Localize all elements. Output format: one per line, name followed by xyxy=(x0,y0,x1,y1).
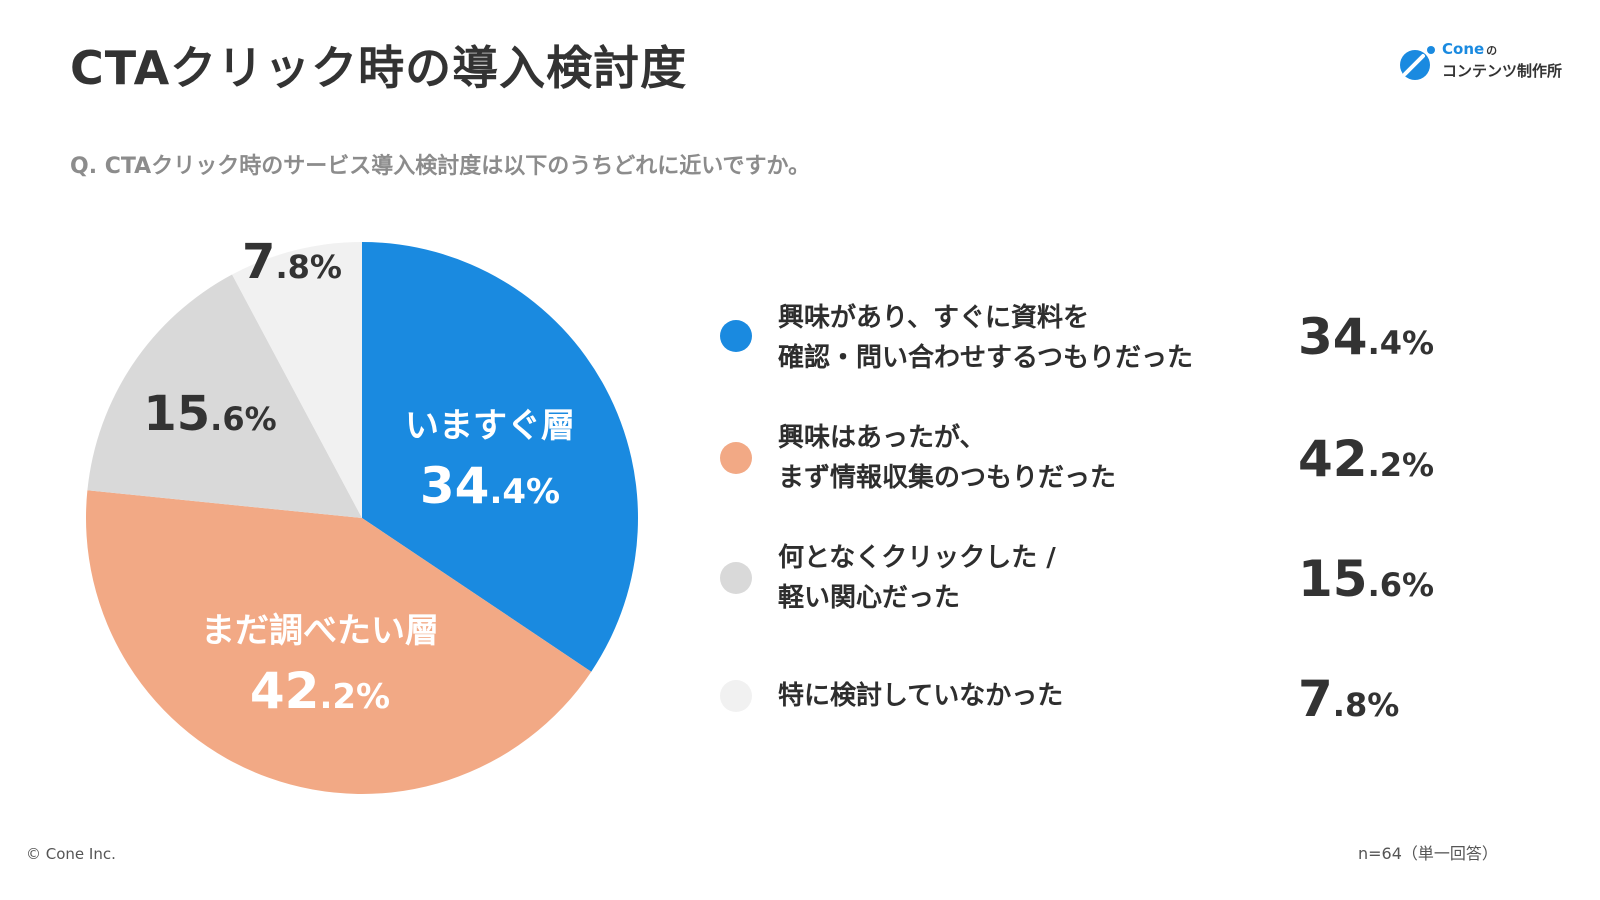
page-title: CTAクリック時の導入検討度 xyxy=(70,41,688,95)
legend-value-int: 7 xyxy=(1298,670,1333,728)
slice-value-label: 15.6% xyxy=(143,386,276,442)
legend-value: 34.4% xyxy=(1298,308,1434,366)
legend-value-unit: % xyxy=(1402,446,1435,484)
pie-slice xyxy=(87,274,362,518)
legend-value-unit: % xyxy=(1402,566,1435,604)
legend-dot xyxy=(720,680,752,712)
slice-value-label: 42.2% xyxy=(250,662,390,720)
legend-item-none: 特に検討していなかった 7.8% xyxy=(720,670,1540,766)
legend-dot xyxy=(720,562,752,594)
legend-label: 興味があり、すぐに資料を 確認・問い合わせするつもりだった xyxy=(778,303,1193,373)
logo-brand-no: の xyxy=(1486,44,1498,57)
survey-question: Q. CTAクリック時のサービス導入検討度は以下のうちどれに近いですか。 xyxy=(70,154,811,179)
pie-labels: いますぐ層 34.4% まだ調べたい層 42.2% 15.6% 7.8% xyxy=(143,234,575,720)
pie-slice xyxy=(362,242,638,672)
pie-slices xyxy=(85,242,638,794)
logo-brand-name: Cone xyxy=(1442,40,1485,58)
legend-value-dec: .8 xyxy=(1332,686,1368,724)
copyright: © Cone Inc. xyxy=(26,845,116,863)
pie-chart: いますぐ層 34.4% まだ調べたい層 42.2% 15.6% 7.8% xyxy=(85,234,638,794)
legend-label: 興味はあったが、 まず情報収集のつもりだった xyxy=(778,423,1117,493)
legend-label: 特に検討していなかった xyxy=(778,681,1064,711)
pie-slice xyxy=(232,242,362,518)
slice-value-label: 7.8% xyxy=(242,234,342,290)
pie-slice xyxy=(85,490,592,794)
cone-logo: Cone の コンテンツ制作所 xyxy=(1398,40,1588,84)
legend-item-research: 興味はあったが、 まず情報収集のつもりだった 42.2% xyxy=(720,418,1540,508)
legend-dot xyxy=(720,442,752,474)
legend-value-unit: % xyxy=(1367,686,1400,724)
legend-value-int: 34 xyxy=(1298,308,1368,366)
logo-subtitle: コンテンツ制作所 xyxy=(1442,62,1563,80)
sample-note: n=64（単一回答） xyxy=(1358,844,1498,863)
slice-name-label: いますぐ層 xyxy=(405,406,575,446)
legend-item-immediate: 興味があり、すぐに資料を 確認・問い合わせするつもりだった 34.4% xyxy=(720,298,1540,388)
legend-value-unit: % xyxy=(1402,324,1435,362)
logo-brand: Cone の xyxy=(1442,40,1497,58)
legend-value-dec: .2 xyxy=(1367,446,1403,484)
legend-value: 42.2% xyxy=(1298,430,1434,488)
slice-value-label: 34.4% xyxy=(420,457,560,515)
cone-logo-icon xyxy=(1400,46,1435,80)
legend-item-casual: 何となくクリックした / 軽い関心だった 15.6% xyxy=(720,538,1540,628)
legend-value-int: 42 xyxy=(1298,430,1368,488)
legend-value: 15.6% xyxy=(1298,550,1434,608)
slice-name-label: まだ調べたい層 xyxy=(201,611,439,651)
legend-value-dec: .4 xyxy=(1367,324,1403,362)
legend-label: 何となくクリックした / 軽い関心だった xyxy=(778,543,1056,613)
legend-value: 7.8% xyxy=(1298,670,1399,728)
legend-dot xyxy=(720,320,752,352)
legend-value-dec: .6 xyxy=(1367,566,1403,604)
legend-value-int: 15 xyxy=(1298,550,1368,608)
